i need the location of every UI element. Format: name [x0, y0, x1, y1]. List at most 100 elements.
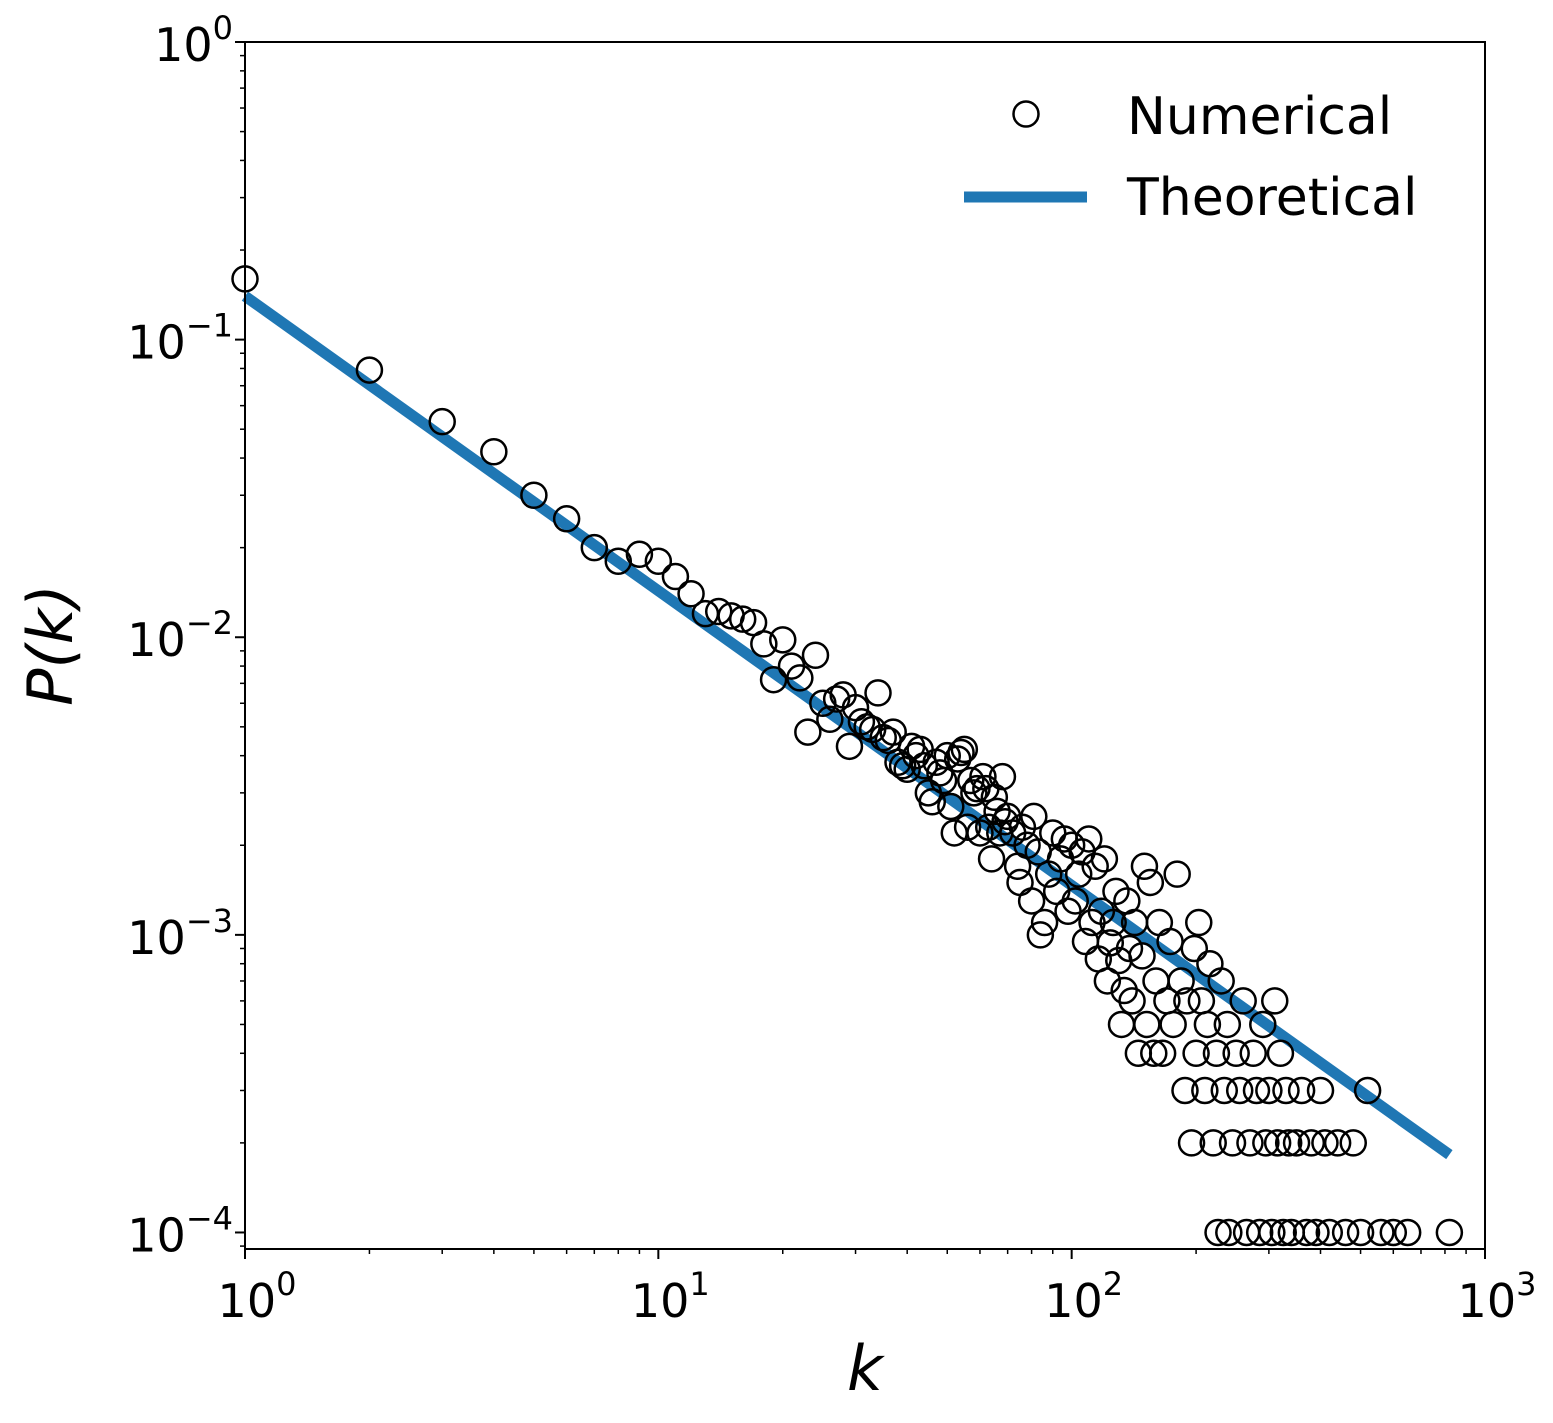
x-tick-label: 100	[218, 1265, 297, 1328]
numerical-point	[1090, 845, 1119, 873]
numerical-point	[977, 845, 1006, 873]
numerical-point	[816, 705, 844, 734]
numerical-point	[1292, 1218, 1321, 1247]
numerical-point	[918, 788, 947, 816]
numerical-point	[1282, 1129, 1311, 1157]
numerical-point	[728, 605, 757, 633]
numerical-point	[677, 579, 705, 608]
numerical-point	[1218, 1129, 1247, 1157]
numerical-point	[957, 766, 985, 795]
numerical-point	[1215, 1218, 1243, 1247]
numerical-point	[1367, 1218, 1395, 1247]
y-tick-label: 10−1	[127, 307, 233, 370]
numerical-point	[1061, 887, 1089, 915]
numerical-point	[1274, 1129, 1303, 1157]
numerical-point	[1311, 1129, 1339, 1157]
numerical-point	[1185, 908, 1213, 937]
numerical-point	[604, 547, 633, 576]
numerical-point	[1323, 1129, 1352, 1157]
numerical-point	[1210, 1076, 1239, 1105]
numerical-point	[1182, 1039, 1210, 1068]
numerical-point	[1306, 1076, 1335, 1105]
numerical-point	[1128, 942, 1156, 970]
numerical-point	[902, 741, 930, 770]
numerical-point	[1379, 1218, 1408, 1247]
numerical-point	[1102, 877, 1130, 906]
numerical-point	[1020, 802, 1048, 831]
numerical-point	[1249, 1010, 1277, 1039]
numerical-point	[1099, 908, 1127, 937]
numerical-point	[937, 792, 965, 821]
numerical-point	[520, 481, 548, 509]
numerical-point	[661, 562, 690, 591]
x-tick-label: 103	[1458, 1265, 1537, 1328]
numerical-point	[644, 547, 673, 576]
numerical-point	[801, 641, 830, 669]
numerical-point	[1118, 987, 1146, 1015]
y-tick-label: 100	[154, 9, 233, 72]
numerical-point	[1177, 1129, 1206, 1157]
numerical-point	[933, 741, 961, 770]
numerical-point	[1302, 1218, 1330, 1247]
numerical-point	[947, 738, 975, 767]
numerical-point	[1252, 1129, 1280, 1157]
numerical-point	[794, 718, 822, 746]
numerical-point	[1297, 1129, 1326, 1157]
numerical-point	[1229, 987, 1257, 1015]
numerical-point	[910, 751, 939, 780]
numerical-point	[580, 533, 609, 562]
numerical-point	[1266, 1039, 1295, 1068]
numerical-point	[480, 437, 508, 466]
y-axis-label: P(k)	[14, 584, 87, 706]
numerical-point	[1159, 1010, 1187, 1039]
numerical-point	[769, 626, 797, 654]
numerical-point	[1202, 1039, 1231, 1068]
numerical-point	[1148, 1039, 1177, 1068]
numerical-point	[1136, 868, 1165, 897]
numerical-point	[1242, 1076, 1271, 1105]
numerical-point	[1261, 987, 1289, 1015]
legend-numerical-label: Numerical	[1127, 87, 1392, 147]
numerical-point	[966, 819, 994, 847]
numerical-point	[428, 407, 456, 436]
numerical-point	[1167, 967, 1195, 995]
series-layer	[231, 265, 1464, 1247]
numerical-point	[625, 540, 654, 569]
y-tick-label: 10−4	[127, 1199, 233, 1262]
legend-theoretical-label: Theoretical	[1126, 168, 1418, 228]
numerical-point	[1191, 1076, 1219, 1105]
numerical-point	[835, 732, 864, 761]
x-axis-label: k	[847, 1332, 885, 1405]
legend: Numerical Theoretical	[964, 87, 1418, 228]
numerical-point	[822, 685, 851, 713]
numerical-point	[1064, 860, 1093, 888]
numerical-point	[552, 505, 581, 533]
numerical-point	[884, 748, 912, 777]
numerical-point	[750, 630, 778, 658]
numerical-point	[1225, 1076, 1254, 1105]
numerical-point	[1258, 1218, 1286, 1247]
numerical-point	[1207, 967, 1235, 995]
numerical-point	[355, 356, 384, 384]
x-tick-label: 101	[631, 1265, 710, 1328]
numerical-point	[1140, 1039, 1168, 1068]
numerical-point	[1236, 1129, 1264, 1157]
numerical-point	[1346, 1218, 1375, 1247]
numerical-point	[1272, 1076, 1300, 1105]
plot-frame	[244, 41, 1486, 1250]
numerical-point	[1255, 1076, 1283, 1105]
numerical-point	[953, 813, 982, 841]
numerical-point	[1287, 1076, 1316, 1105]
y-tick-label: 10−2	[127, 604, 233, 667]
numerical-point	[1130, 852, 1159, 881]
numerical-point	[704, 597, 733, 626]
numerical-point	[1081, 852, 1109, 881]
numerical-point	[1180, 934, 1209, 963]
numerical-point	[1239, 1039, 1268, 1068]
numerical-point	[1163, 860, 1191, 888]
numerical-point	[1096, 929, 1125, 957]
numerical-point	[1030, 908, 1059, 937]
numerical-point	[864, 679, 892, 707]
